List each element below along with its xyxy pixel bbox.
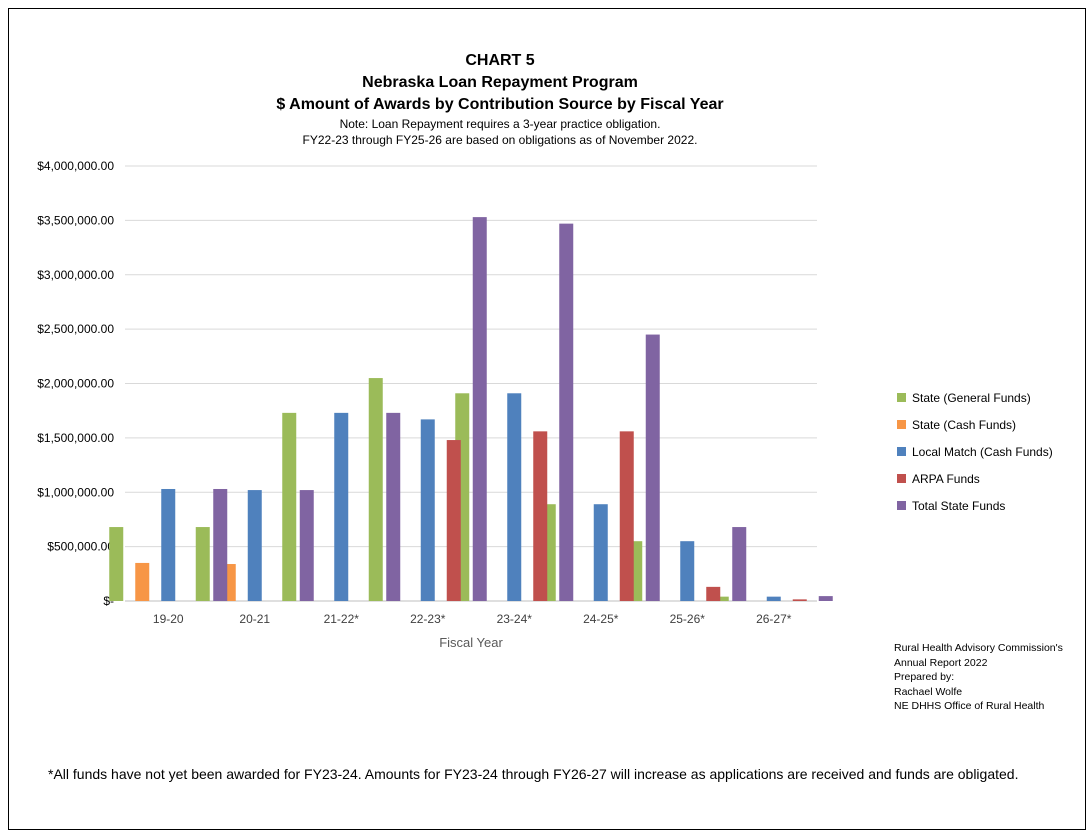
x-tick-label: 24-25* [583,612,619,626]
bar [109,527,124,601]
bar [247,490,262,601]
bar [766,596,781,601]
bar [619,431,634,601]
chart-titles: CHART 5 Nebraska Loan Repayment Program … [0,50,1000,148]
legend-label: ARPA Funds [912,471,980,486]
bar [732,527,747,601]
x-tick-label: 21-22* [324,612,360,626]
legend-label: Local Match (Cash Funds) [912,444,1053,459]
bar [135,562,150,601]
chart-legend: State (General Funds) State (Cash Funds)… [897,384,1053,519]
x-tick-label: 19-20 [153,612,184,626]
legend-item-arpa: ARPA Funds [897,465,1053,492]
y-tick-label: $1,500,000.00 [37,431,114,445]
legend-swatch [897,474,906,483]
y-tick-label: $- [103,594,114,608]
x-tick-label: 22-23* [410,612,446,626]
credit-line: NE DHHS Office of Rural Health [894,700,1045,712]
bar [420,419,435,601]
chart-subtitle-line-1: Note: Loan Repayment requires a 3-year p… [339,117,661,131]
legend-label: State (Cash Funds) [912,417,1017,432]
y-tick-label: $2,000,000.00 [37,377,114,391]
legend-item-state-cash: State (Cash Funds) [897,411,1053,438]
y-tick-label: $500,000.00 [47,540,114,554]
bar [645,334,660,601]
legend-swatch [897,393,906,402]
y-tick-label: $3,000,000.00 [37,268,114,282]
bar [559,223,574,601]
chart-title-line-2: Nebraska Loan Repayment Program [362,74,638,91]
legend-swatch [897,420,906,429]
bar [368,378,383,601]
footnote: *All funds have not yet been awarded for… [48,766,1019,782]
chart-frame [8,8,1086,830]
bar [195,527,210,601]
y-tick-label: $2,500,000.00 [37,322,114,336]
credit-line: Annual Report 2022 [894,656,988,669]
bar [472,217,487,602]
bar [213,488,228,601]
legend-item-state-general: State (General Funds) [897,384,1053,411]
bar [446,440,461,601]
bar [334,412,349,601]
chart-title-line-1: CHART 5 [465,52,535,69]
bar [507,393,522,601]
legend-item-local-match: Local Match (Cash Funds) [897,438,1053,465]
y-tick-label: $3,500,000.00 [37,213,114,227]
bar [680,541,695,601]
bar [533,431,548,601]
bar [714,596,729,601]
y-tick-label: $1,000,000.00 [37,485,114,499]
chart-subtitle-line-2: FY22-23 through FY25-26 are based on obl… [302,133,698,147]
legend-swatch [897,501,906,510]
legend-swatch [897,447,906,456]
credit-line: Prepared by: [894,671,955,683]
x-tick-label: 20-21 [239,612,270,626]
bar [282,412,297,601]
bar [299,490,314,601]
bar [792,599,807,601]
bar [593,504,608,601]
legend-item-total-state: Total State Funds [897,492,1053,519]
credit-line: Rural Health Advisory Commission's [894,642,1063,654]
x-tick-label: 26-27* [756,612,792,626]
bar [386,412,401,601]
bar [161,488,176,601]
bar [706,586,721,601]
x-tick-label: 23-24* [497,612,533,626]
report-credit: Rural Health Advisory Commission's Annua… [894,641,1063,714]
credit-line: Rachael Wolfe [894,685,963,698]
legend-label: Total State Funds [912,498,1006,513]
chart-title-line-3: $ Amount of Awards by Contribution Sourc… [276,96,724,113]
x-axis-title: Fiscal Year [439,635,503,650]
bar [818,596,833,601]
x-tick-label: 25-26* [670,612,706,626]
legend-label: State (General Funds) [912,390,1031,405]
y-tick-label: $4,000,000.00 [37,159,114,173]
